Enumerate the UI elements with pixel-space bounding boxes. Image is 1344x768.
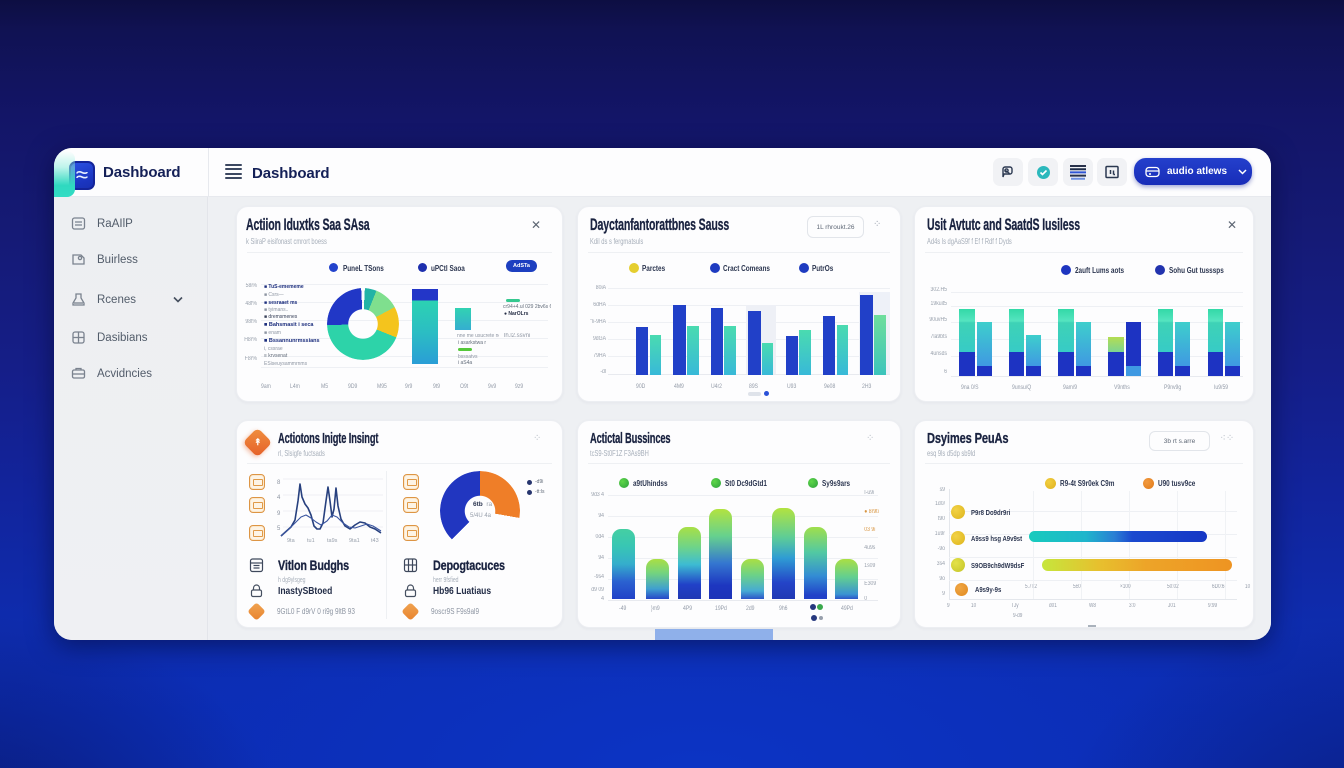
svg-text:t43: t43 xyxy=(371,538,379,543)
svg-text:8: 8 xyxy=(277,480,281,486)
svg-text:9ta1: 9ta1 xyxy=(349,538,360,543)
svg-text:5: 5 xyxy=(277,526,281,532)
svg-text:tu1: tu1 xyxy=(307,538,315,543)
svg-text:ta9s: ta9s xyxy=(327,538,338,543)
svg-text:9ta: 9ta xyxy=(287,538,296,543)
svg-text:4: 4 xyxy=(277,495,281,501)
svg-text:9: 9 xyxy=(277,511,281,517)
